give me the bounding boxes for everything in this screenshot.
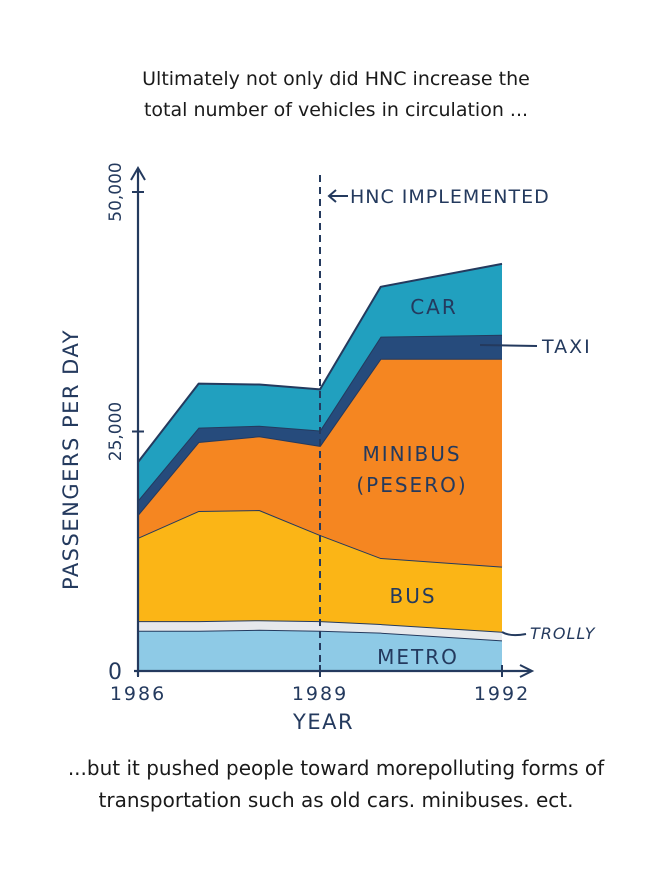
x-ticks: 1986 1989 1992 <box>110 665 530 705</box>
label-car: CAR <box>410 295 458 319</box>
label-bus: BUS <box>389 584 436 608</box>
area-trolly <box>138 620 502 641</box>
label-taxi: TAXI <box>541 336 592 358</box>
caption-bottom: ...but it pushed people toward morepollu… <box>0 752 672 816</box>
area-bus <box>138 510 502 632</box>
caption-bottom-line-2: transportation such as old cars. minibus… <box>98 788 574 812</box>
label-trolly: TROLLY <box>530 624 596 643</box>
label-minibus: MINIBUS <box>362 442 461 466</box>
x-tick-label: 1992 <box>474 683 530 705</box>
hnc-implemented-label: HNC IMPLEMENTED <box>350 186 550 208</box>
area-metro <box>138 629 502 671</box>
y-axis-label: PASSENGERS PER DAY <box>59 329 83 590</box>
x-tick-label: 1989 <box>292 683 348 705</box>
caption-bottom-line-1: ...but it pushed people toward morepollu… <box>67 756 605 780</box>
area-minibus-pesero <box>138 358 502 567</box>
label-metro: METRO <box>377 645 459 669</box>
x-tick-label: 1986 <box>110 683 166 705</box>
area-layers <box>137 262 503 671</box>
hnc-arrow-icon <box>327 189 348 203</box>
y-ticks: 0 25,000 50,000 <box>106 162 144 685</box>
label-pesero: (PESERO) <box>356 473 467 497</box>
y-tick-label: 25,000 <box>106 402 126 461</box>
caption-top-line-2: total number of vehicles in circulation … <box>143 99 529 121</box>
y-axis <box>130 166 146 676</box>
x-axis-label: YEAR <box>292 710 354 734</box>
area-edge-5 <box>137 262 503 463</box>
y-tick-label: 0 <box>108 660 122 685</box>
y-tick-label: 50,000 <box>106 162 126 221</box>
x-axis <box>134 664 535 678</box>
trolly-callout-line <box>501 631 527 637</box>
area-car <box>138 263 502 501</box>
caption-top-line-1: Ultimately not only did HNC increase the <box>142 68 530 90</box>
caption-top: Ultimately not only did HNC increase the… <box>0 64 672 126</box>
taxi-callout-line <box>479 344 538 347</box>
series-labels: METRO BUS MINIBUS (PESERO) CAR TAXI TROLLY <box>356 295 596 669</box>
area-taxi <box>138 334 502 515</box>
